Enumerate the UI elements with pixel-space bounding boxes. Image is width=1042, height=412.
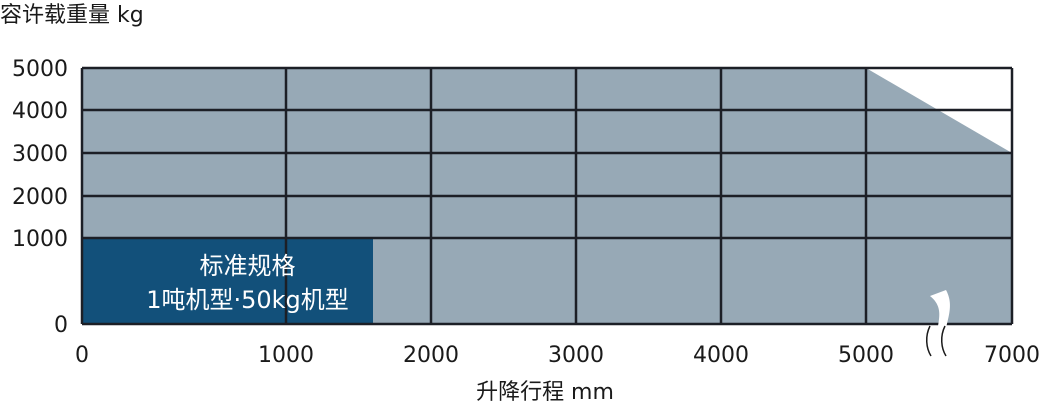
x-tick-label: 7000: [984, 343, 1040, 368]
x-tick-label: 4000: [693, 343, 749, 368]
region-label-line: 1吨机型·50kg机型: [146, 286, 349, 314]
axis-break-gap: [930, 290, 950, 350]
x-tick-label: 3000: [548, 343, 604, 368]
y-tick-label: 1000: [12, 227, 68, 252]
y-tick-label: 0: [54, 313, 68, 338]
x-tick-label: 5000: [838, 343, 894, 368]
region-label-line: 标准规格: [200, 252, 296, 280]
y-axis-label: 容许载重量 kg: [0, 3, 144, 28]
x-axis-label: 升降行程 mm: [476, 380, 614, 405]
standard-spec-region: [82, 238, 373, 324]
y-tick-label: 3000: [12, 142, 68, 167]
x-tick-label: 2000: [403, 343, 459, 368]
x-tick-label: 1000: [258, 343, 314, 368]
y-tick-label: 5000: [12, 57, 68, 82]
x-tick-label: 0: [75, 343, 89, 368]
axis-break-line: [926, 325, 932, 357]
y-tick-label: 2000: [12, 185, 68, 210]
axis-break-line: [941, 325, 947, 357]
y-tick-label: 4000: [12, 99, 68, 124]
